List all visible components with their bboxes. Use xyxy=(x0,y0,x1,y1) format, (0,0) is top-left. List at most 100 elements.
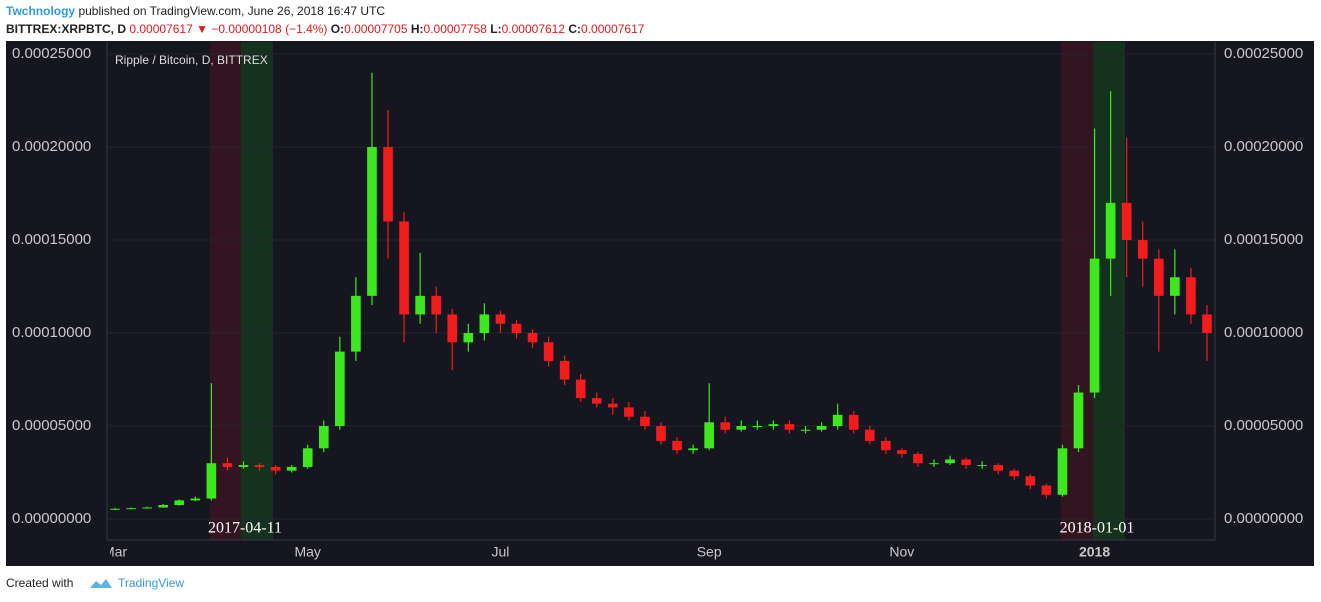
label: H: xyxy=(410,22,424,36)
candle-body xyxy=(720,422,731,430)
candle-body xyxy=(479,314,490,334)
candle-body xyxy=(656,426,666,441)
candle-body xyxy=(1137,240,1148,259)
highlight-band xyxy=(241,42,273,540)
y-tick-label: 0.00025000 xyxy=(1224,45,1303,62)
candle-body xyxy=(993,465,1004,471)
down-arrow: ▼ xyxy=(196,22,208,36)
candle-body xyxy=(1089,258,1100,393)
candle-body xyxy=(913,453,923,464)
candle-body xyxy=(142,507,152,509)
candle-body xyxy=(784,424,795,430)
x-tick-label: May xyxy=(294,544,320,560)
candle-body xyxy=(1121,202,1132,241)
candle-body xyxy=(383,147,393,222)
y-tick-label: 0.00000000 xyxy=(1224,510,1303,527)
candle-body xyxy=(206,463,217,499)
candle-body xyxy=(367,147,377,296)
value: 0.00007758 xyxy=(423,22,487,36)
label: L: xyxy=(490,22,502,36)
published: published on TradingView.com, June 26, 2… xyxy=(78,4,386,18)
candle-body xyxy=(608,403,618,408)
y-tick-label: 0.00005000 xyxy=(12,417,91,434)
candle-body xyxy=(880,440,891,451)
candle-body xyxy=(351,295,361,352)
candle-body xyxy=(110,508,120,510)
label: C: xyxy=(568,22,582,36)
candle-body xyxy=(447,314,458,343)
x-tick-label: Sep xyxy=(697,544,722,560)
candle-body xyxy=(559,360,570,380)
change: −0.00000108 (−1.4%) xyxy=(211,22,328,36)
candle-body xyxy=(800,429,811,431)
y-tick-label: 0.00000000 xyxy=(12,510,91,527)
candle-body xyxy=(222,463,233,467)
candle-body xyxy=(672,440,682,451)
candle-body xyxy=(238,465,249,467)
footer-brand[interactable]: TradingView xyxy=(118,576,184,590)
candle-body xyxy=(543,342,554,361)
candle-body xyxy=(816,426,827,430)
y-tick-label: 0.00015000 xyxy=(1224,231,1303,248)
x-tick-label: Jul xyxy=(491,544,509,560)
candle-body xyxy=(832,414,843,427)
candle-body xyxy=(318,426,329,449)
y-tick-label: 0.00010000 xyxy=(1224,324,1303,341)
header-line: Twchnology published on TradingView.com,… xyxy=(6,4,385,18)
candle-body xyxy=(174,500,185,506)
candle-body xyxy=(575,379,586,399)
candle-body xyxy=(158,505,169,508)
x-tick-label: Mar xyxy=(103,544,127,560)
last: 0.00007617 xyxy=(129,22,193,36)
candle-body xyxy=(431,295,442,315)
candle-body xyxy=(736,426,747,430)
candle-body xyxy=(415,295,425,315)
candle-body xyxy=(1057,448,1068,495)
candle-body xyxy=(126,508,136,510)
x-tick-label: Nov xyxy=(889,544,914,560)
logo xyxy=(90,579,112,588)
y-tick-label: 0.00025000 xyxy=(12,45,91,62)
candle-body xyxy=(190,498,201,501)
label: O: xyxy=(330,22,345,36)
candle-body xyxy=(1041,485,1052,495)
candle-body xyxy=(286,466,297,471)
candle-body xyxy=(335,351,345,427)
candle-body xyxy=(1186,277,1196,315)
candle-body xyxy=(1153,258,1164,296)
x-axis: Mar May Jul Sep Nov 2018 xyxy=(103,544,1110,560)
annotation: 2017-04-11 xyxy=(208,520,282,537)
candle-body xyxy=(1073,392,1084,449)
candle-body xyxy=(977,465,987,467)
y-tick-label: 0.00015000 xyxy=(12,231,91,248)
candle-body xyxy=(527,333,538,343)
candle-body xyxy=(688,448,698,451)
candle-body xyxy=(961,459,971,466)
candle-body xyxy=(848,414,859,430)
candles xyxy=(110,72,1212,510)
candle-body xyxy=(624,407,634,417)
candle-body xyxy=(945,459,955,464)
candle-body xyxy=(1025,476,1036,486)
candle-body xyxy=(495,314,506,324)
footer-text: Created with xyxy=(6,576,73,590)
candle-body xyxy=(1009,470,1020,477)
x-tick-label: 2018 xyxy=(1079,544,1110,560)
chart-title: Ripple / Bitcoin, D, BITTREX xyxy=(115,53,268,67)
candle-body xyxy=(897,450,907,454)
highlight-band xyxy=(210,42,241,540)
candle-body xyxy=(254,465,265,467)
value: 0.00007705 xyxy=(344,22,408,36)
value: 0.00007612 xyxy=(501,22,566,36)
candle-body xyxy=(270,466,281,471)
candle-body xyxy=(1105,202,1116,259)
candle-body xyxy=(302,448,313,467)
candle-body xyxy=(399,221,409,315)
candle-body xyxy=(768,424,779,427)
author[interactable]: Twchnology xyxy=(6,4,76,18)
y-tick-label: 0.00010000 xyxy=(12,324,91,341)
value: 0.00007617 xyxy=(581,22,645,36)
annotation: 2018-01-01 xyxy=(1060,520,1135,537)
